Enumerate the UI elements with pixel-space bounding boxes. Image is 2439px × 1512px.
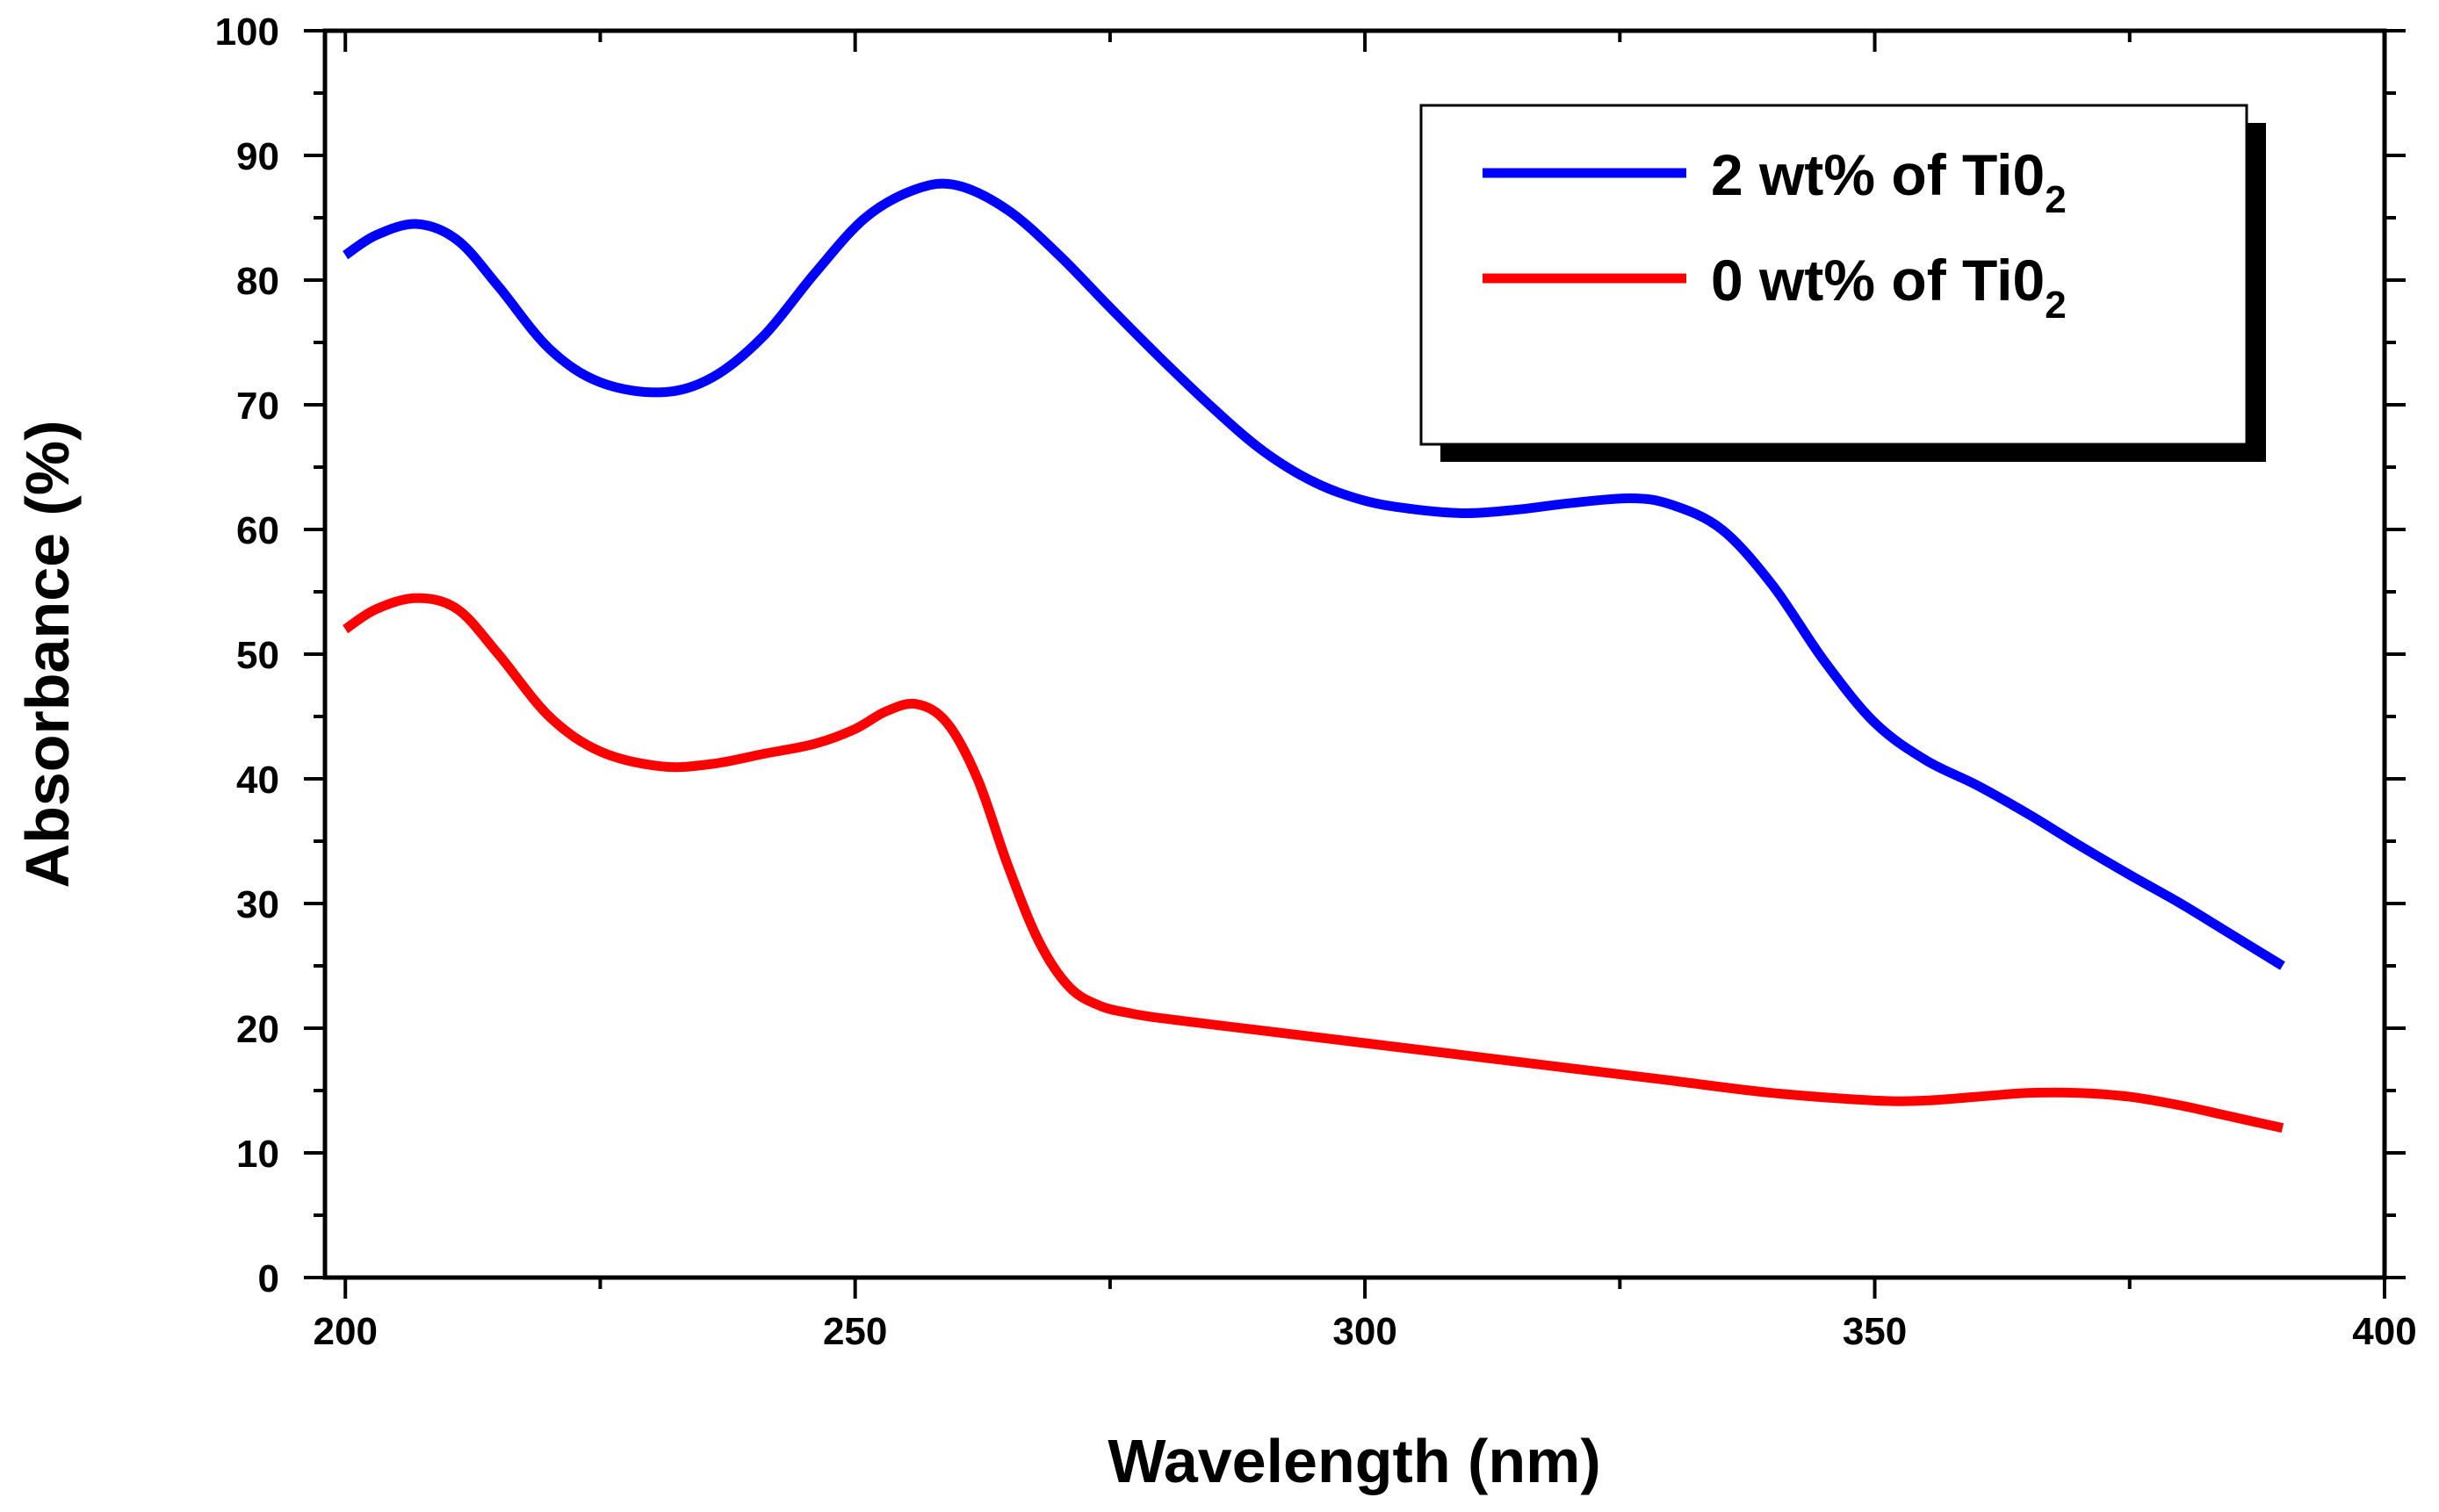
y-tick-label-60: 60 xyxy=(236,509,279,552)
x-axis-title: Wavelength (nm) xyxy=(1108,1427,1600,1495)
series-line-2wt-tio2 xyxy=(343,178,2285,970)
y-tick-label-90: 90 xyxy=(236,135,279,178)
y-tick-label-100: 100 xyxy=(215,11,279,54)
y-tick-label-20: 20 xyxy=(236,1008,279,1051)
legend-label-2wt: 2 wt% of Ti02 xyxy=(1711,142,2067,221)
series-line-0wt-tio2 xyxy=(343,593,2284,1133)
x-tick-label-400: 400 xyxy=(2352,1310,2416,1353)
y-tick-label-40: 40 xyxy=(236,759,279,802)
y-tick-label-50: 50 xyxy=(236,634,279,677)
y-tick-label-80: 80 xyxy=(236,260,279,303)
axis-tick-labels: 200 250 300 350 400 0 10 20 30 40 50 60 70 80 90 100 xyxy=(215,11,2417,1353)
legend-label-0wt: 0 wt% of Ti02 xyxy=(1711,248,2067,327)
y-tick-label-0: 0 xyxy=(258,1257,279,1300)
x-tick-label-300: 300 xyxy=(1332,1310,1396,1353)
y-tick-label-70: 70 xyxy=(236,385,279,428)
x-tick-label-250: 250 xyxy=(823,1310,887,1353)
y-axis-title: Absorbance (%) xyxy=(13,421,82,889)
x-tick-label-200: 200 xyxy=(314,1310,378,1353)
series-lines xyxy=(343,178,2285,1133)
y-tick-label-10: 10 xyxy=(236,1133,279,1176)
x-tick-label-350: 350 xyxy=(1843,1310,1907,1353)
legend: 2 wt% of Ti02 0 wt% of Ti02 xyxy=(1419,104,2266,462)
plot-frame xyxy=(322,28,2387,1280)
y-tick-label-30: 30 xyxy=(236,883,279,926)
